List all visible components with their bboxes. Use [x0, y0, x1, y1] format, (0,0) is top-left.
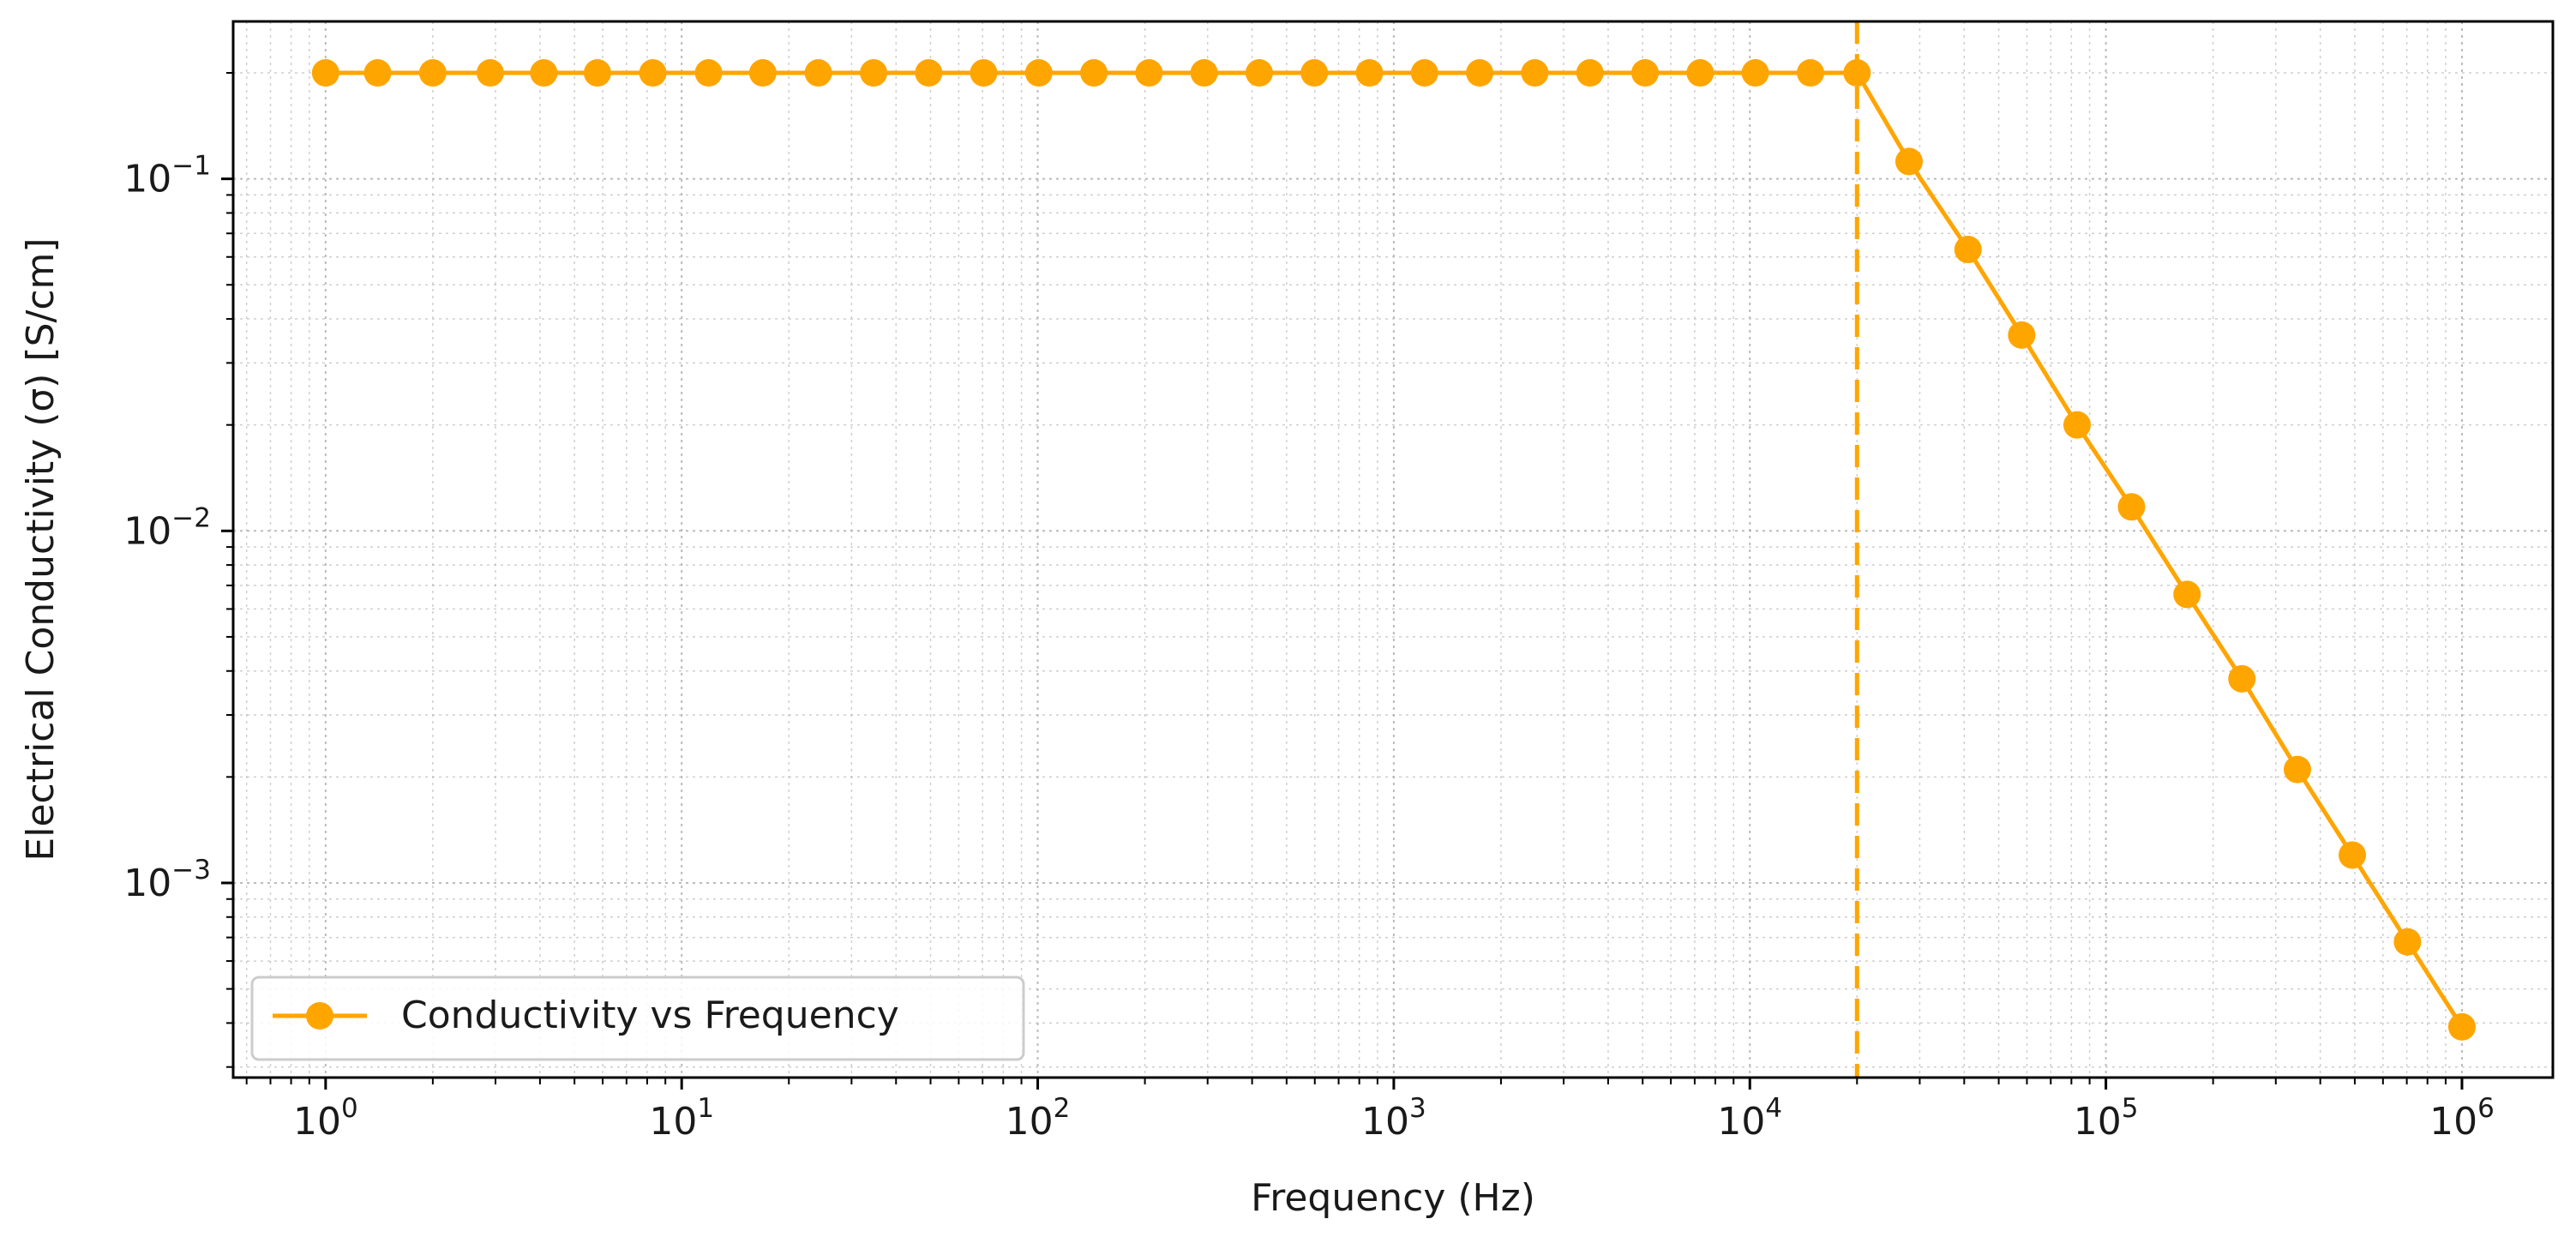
data-point	[1190, 59, 1218, 87]
data-point	[970, 59, 998, 87]
data-point	[2284, 755, 2312, 784]
data-point	[2393, 928, 2422, 956]
data-point	[530, 59, 558, 87]
x-axis-label: Frequency (Hz)	[1251, 1176, 1535, 1220]
series-layer	[311, 59, 2476, 1041]
x-tick-label: 106	[2429, 1093, 2495, 1144]
data-point	[1576, 59, 1604, 87]
data-point	[418, 59, 447, 87]
data-point	[2173, 580, 2201, 609]
y-tick-label: 10−3	[123, 855, 211, 905]
data-point	[1954, 236, 1982, 264]
y-axis-label: Electrical Conductivity (σ) [S/cm]	[19, 237, 63, 861]
series-line	[325, 70, 2465, 1029]
data-point	[2063, 411, 2092, 439]
data-point	[1796, 59, 1824, 87]
data-point	[748, 59, 777, 87]
data-point	[1894, 147, 1923, 176]
legend-marker	[306, 1002, 333, 1030]
data-point	[860, 59, 888, 87]
data-point	[2228, 664, 2256, 693]
data-point	[476, 59, 504, 87]
legend: Conductivity vs Frequency	[250, 976, 1025, 1061]
data-point	[1080, 59, 1108, 87]
data-point	[1410, 59, 1438, 87]
data-point	[1245, 59, 1273, 87]
x-tick-label: 101	[649, 1093, 714, 1144]
legend-box	[250, 976, 1025, 1061]
data-point	[804, 59, 832, 87]
x-tick-label: 103	[1361, 1093, 1426, 1144]
data-point	[1631, 59, 1660, 87]
data-point	[2339, 841, 2367, 869]
data-point	[2117, 493, 2146, 521]
x-tick-label: 102	[1006, 1093, 1071, 1144]
data-point	[2447, 1012, 2476, 1041]
data-point	[1024, 59, 1053, 87]
data-point	[2008, 321, 2036, 349]
x-tick-label: 104	[1717, 1093, 1782, 1144]
data-point	[1741, 59, 1769, 87]
data-point	[694, 59, 723, 87]
ticks: 100 101 102 103 104 105 106 10−3 10−2 10−1	[123, 72, 2495, 1144]
data-point	[1686, 59, 1714, 87]
data-point	[583, 59, 611, 87]
legend-label: Conductivity vs Frequency	[401, 994, 899, 1037]
data-point	[1466, 59, 1494, 87]
data-point	[363, 59, 392, 87]
y-tick-label: 10−1	[123, 151, 211, 201]
data-point	[639, 59, 667, 87]
data-point	[1300, 59, 1329, 87]
data-point	[1843, 59, 1871, 87]
data-point	[1521, 59, 1549, 87]
data-point	[1355, 59, 1384, 87]
x-tick-label: 100	[293, 1093, 358, 1144]
data-point	[915, 59, 943, 87]
y-tick-label: 10−2	[123, 502, 211, 553]
x-tick-label: 105	[2074, 1093, 2139, 1144]
data-point	[311, 59, 339, 87]
data-point	[1135, 59, 1163, 87]
